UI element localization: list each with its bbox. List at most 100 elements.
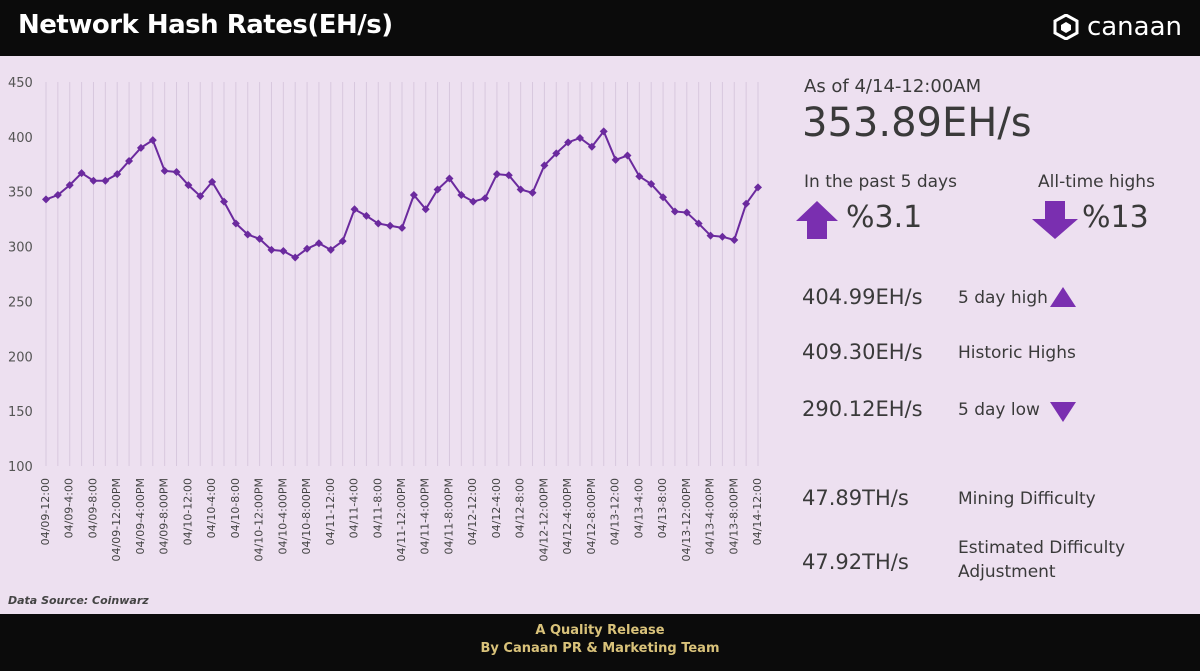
estimated-difficulty-label-line2: Adjustment bbox=[958, 562, 1056, 582]
x-tick-label: 04/09-4:00 bbox=[63, 478, 76, 538]
x-tick-label: 04/10-12:00PM bbox=[253, 478, 266, 562]
data-point bbox=[398, 223, 406, 232]
data-point bbox=[635, 172, 644, 181]
x-tick-label: 04/10-4:00 bbox=[205, 478, 218, 538]
x-tick-label: 04/11-4:00PM bbox=[419, 478, 432, 555]
data-point bbox=[552, 149, 561, 158]
as-of-label: As of 4/14-12:00AM bbox=[804, 76, 982, 97]
data-point bbox=[682, 208, 691, 217]
x-tick-label: 04/13-4:00 bbox=[632, 478, 645, 538]
arrow-down-icon bbox=[1032, 201, 1078, 239]
triangle-up-icon bbox=[1050, 287, 1076, 307]
x-tick-label: 04/09-8:00PM bbox=[158, 478, 171, 555]
x-tick-label: 04/10-8:00PM bbox=[300, 478, 313, 555]
x-tick-label: 04/13-12:00 bbox=[609, 478, 622, 545]
x-tick-label: 04/13-12:00PM bbox=[680, 478, 693, 562]
data-point bbox=[77, 169, 86, 178]
data-point bbox=[267, 245, 276, 254]
mining-difficulty-value: 47.89TH/s bbox=[802, 486, 909, 510]
data-point bbox=[374, 219, 383, 228]
x-tick-label: 04/10-8:00 bbox=[229, 478, 242, 538]
y-tick-label: 200 bbox=[8, 350, 33, 365]
data-point bbox=[481, 194, 490, 203]
data-point bbox=[184, 181, 193, 190]
five-day-high-label: 5 day high bbox=[958, 288, 1048, 308]
brand-name: canaan bbox=[1086, 12, 1182, 42]
five-day-high-value: 404.99EH/s bbox=[802, 285, 923, 309]
data-point bbox=[101, 176, 110, 185]
x-tick-label: 04/13-8:00 bbox=[656, 478, 669, 538]
data-point bbox=[659, 193, 668, 202]
x-tick-label: 04/10-4:00PM bbox=[276, 478, 289, 555]
past5-label: In the past 5 days bbox=[804, 172, 957, 192]
data-point bbox=[125, 156, 134, 165]
y-tick-label: 300 bbox=[8, 241, 33, 256]
header-bar: Network Hash Rates(EH/s) canaan bbox=[0, 0, 1200, 56]
x-tick-label: 04/10-12:00 bbox=[181, 478, 194, 545]
data-point bbox=[243, 230, 252, 239]
data-point bbox=[362, 211, 371, 220]
x-tick-label: 04/14-12:00 bbox=[751, 478, 764, 545]
data-point bbox=[231, 219, 240, 228]
data-point bbox=[220, 197, 228, 206]
data-point bbox=[599, 127, 608, 136]
five-day-low-label: 5 day low bbox=[958, 400, 1040, 420]
data-point bbox=[338, 237, 347, 246]
data-point bbox=[386, 221, 395, 230]
data-point bbox=[540, 161, 549, 170]
triangle-down-icon bbox=[1050, 402, 1076, 422]
data-point bbox=[611, 155, 620, 164]
data-point bbox=[42, 195, 50, 204]
data-point bbox=[576, 133, 584, 142]
data-point bbox=[670, 207, 679, 216]
data-point bbox=[196, 192, 205, 201]
data-point bbox=[53, 191, 62, 200]
ath-value: %13 bbox=[1082, 200, 1149, 235]
x-tick-label: 04/12-8:00PM bbox=[585, 478, 598, 555]
x-tick-label: 04/11-8:00PM bbox=[442, 478, 455, 555]
data-point bbox=[421, 205, 430, 214]
canaan-logo-icon bbox=[1053, 14, 1079, 40]
data-point bbox=[528, 188, 537, 197]
data-point bbox=[160, 166, 169, 175]
data-point bbox=[291, 253, 300, 262]
footer-line2: By Canaan PR & Marketing Team bbox=[480, 641, 720, 656]
historic-high-label: Historic Highs bbox=[958, 343, 1076, 363]
mining-difficulty-label: Mining Difficulty bbox=[958, 489, 1096, 509]
data-point bbox=[255, 234, 264, 243]
x-tick-label: 04/12-12:00 bbox=[466, 478, 479, 545]
data-point bbox=[623, 151, 632, 160]
x-tick-label: 04/11-8:00 bbox=[371, 478, 384, 538]
y-tick-label: 400 bbox=[8, 131, 33, 146]
past5-value: %3.1 bbox=[846, 200, 923, 235]
estimated-difficulty-value: 47.92TH/s bbox=[802, 550, 909, 574]
data-point bbox=[433, 185, 442, 194]
current-hashrate: 353.89EH/s bbox=[802, 100, 1032, 146]
data-point bbox=[136, 143, 145, 152]
x-tick-label: 04/09-12:00 bbox=[39, 478, 52, 545]
data-point bbox=[564, 138, 573, 147]
data-point bbox=[172, 167, 181, 176]
data-point bbox=[694, 219, 703, 228]
x-tick-label: 04/13-8:00PM bbox=[727, 478, 740, 555]
ath-label: All-time highs bbox=[1038, 172, 1155, 192]
data-point bbox=[89, 176, 98, 185]
x-tick-label: 04/12-8:00 bbox=[514, 478, 527, 538]
estimated-difficulty-label: Estimated Difficulty bbox=[958, 538, 1126, 558]
data-point bbox=[730, 235, 739, 244]
y-tick-label: 350 bbox=[8, 186, 33, 201]
arrow-up-icon bbox=[796, 201, 838, 239]
footer-line1: A Quality Release bbox=[535, 623, 665, 638]
data-point bbox=[718, 232, 727, 241]
data-point bbox=[303, 244, 312, 253]
data-point bbox=[113, 170, 122, 179]
data-point bbox=[148, 136, 157, 145]
x-tick-label: 04/11-12:00 bbox=[324, 478, 337, 545]
data-point bbox=[279, 246, 288, 255]
x-tick-label: 04/12-4:00PM bbox=[561, 478, 574, 555]
five-day-low-value: 290.12EH/s bbox=[802, 397, 923, 421]
historic-high-value: 409.30EH/s bbox=[802, 340, 923, 364]
data-source: Data Source: Coinwarz bbox=[8, 594, 149, 607]
data-point bbox=[314, 239, 323, 248]
x-tick-label: 04/09-12:00PM bbox=[110, 478, 123, 562]
